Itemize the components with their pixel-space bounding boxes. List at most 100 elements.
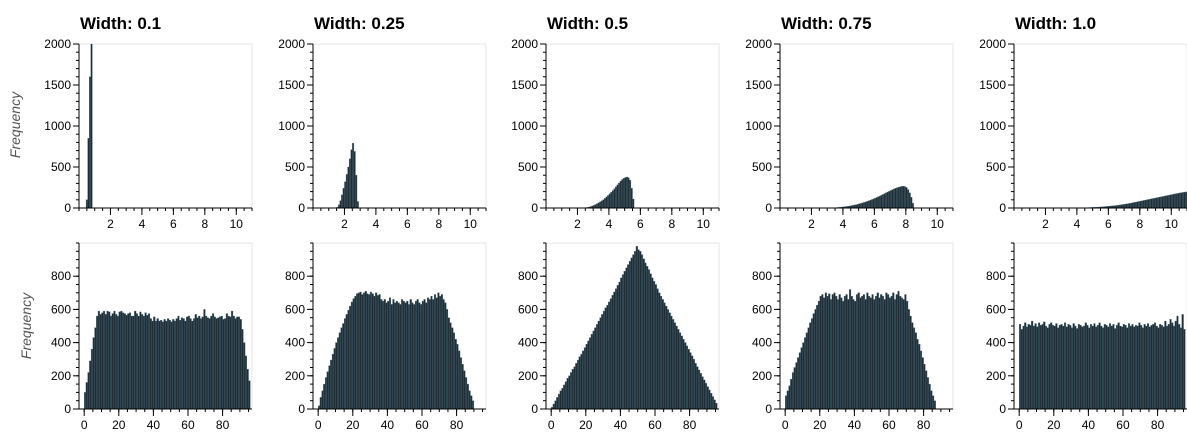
histogram-bar <box>1140 325 1142 409</box>
histogram-bar <box>438 293 440 409</box>
histogram-bar <box>657 289 659 409</box>
histogram-bar <box>236 317 238 409</box>
histogram-bar <box>460 358 462 409</box>
histogram-bar <box>873 199 875 208</box>
histogram-bar <box>560 391 562 409</box>
histogram-bar <box>664 303 666 409</box>
histogram-bar <box>579 357 581 409</box>
histogram-bar <box>1173 194 1175 208</box>
histogram-bar <box>322 391 324 409</box>
histogram-bar <box>84 392 86 409</box>
histogram-bar <box>330 360 332 409</box>
histogram-bar <box>1068 324 1070 409</box>
histogram-bar <box>884 299 886 409</box>
x-tick-label: 60 <box>415 418 429 432</box>
histogram-bar <box>844 296 846 409</box>
histogram-bar <box>401 299 403 409</box>
histogram-bar <box>609 194 611 208</box>
histogram-bar <box>577 360 579 409</box>
histogram-bar <box>796 363 798 409</box>
histogram-bar <box>95 328 97 409</box>
histogram-bar <box>816 305 818 409</box>
histogram-bar <box>1078 324 1080 409</box>
histogram-bar <box>846 294 848 409</box>
histogram-bar <box>1019 324 1021 409</box>
histogram-bar <box>352 143 354 208</box>
x-tick-label: 8 <box>1136 217 1143 231</box>
histogram-bar <box>380 299 382 409</box>
histogram-bar <box>1137 326 1139 409</box>
histogram-bar <box>1144 324 1146 409</box>
histogram-bar <box>610 299 612 409</box>
histogram-bar <box>1118 323 1120 409</box>
histogram-bar <box>131 316 133 409</box>
histogram-bar <box>863 202 865 208</box>
histogram-bar <box>899 296 901 409</box>
histogram-bar <box>233 316 235 409</box>
y-tick-label: 0 <box>298 402 305 416</box>
histogram-bar <box>603 311 605 409</box>
x-tick-label: 40 <box>848 418 862 432</box>
y-tick-label: 500 <box>986 160 1006 174</box>
histogram-bar <box>806 333 808 409</box>
histogram-bar <box>358 293 360 409</box>
histogram-bar <box>811 319 813 409</box>
histogram-bar <box>792 372 794 409</box>
histogram-bar <box>925 371 927 409</box>
y-tick-label: 500 <box>752 160 772 174</box>
histogram-bar <box>879 298 881 409</box>
panel-title-3: Width: 0.5 <box>547 14 628 33</box>
x-tick-label: 6 <box>871 217 878 231</box>
y-tick-label: 1000 <box>745 119 772 133</box>
histogram-bar <box>410 299 412 409</box>
histogram-bar <box>605 308 607 409</box>
histogram-bar <box>1043 322 1045 409</box>
histogram-bar <box>325 377 327 409</box>
x-tick-label: 10 <box>1165 217 1179 231</box>
y-tick-label: 800 <box>51 269 71 283</box>
histogram-bar <box>582 351 584 409</box>
histogram-bar <box>1106 325 1108 409</box>
histogram-bar <box>1171 195 1173 208</box>
x-tick-label: 6 <box>1105 217 1112 231</box>
histogram-bar <box>892 293 894 409</box>
histogram-bar <box>88 372 90 409</box>
histogram-bar <box>439 296 441 409</box>
histogram-bar <box>917 339 919 409</box>
histogram-bar <box>857 204 859 208</box>
histogram-bar <box>884 194 886 208</box>
histogram-bar <box>638 250 640 409</box>
histogram-bar <box>1090 324 1092 409</box>
histogram-bar <box>1076 328 1078 409</box>
x-tick-label: 40 <box>614 418 628 432</box>
histogram-bar <box>1167 196 1169 208</box>
histogram-bar <box>804 338 806 409</box>
histogram-bar <box>703 380 705 409</box>
histogram-bar <box>858 293 860 409</box>
histogram-bar <box>329 366 331 409</box>
histogram-bar <box>448 318 450 409</box>
histogram-bar <box>1159 324 1161 409</box>
histogram-bar <box>1116 325 1118 409</box>
plot-frame <box>313 44 486 208</box>
histogram-bar <box>86 200 88 208</box>
panel-title-5: Width: 1.0 <box>1015 14 1096 33</box>
histogram-bar <box>96 316 98 409</box>
histogram-bar <box>372 294 374 409</box>
x-tick-label: 2 <box>574 217 581 231</box>
histogram-bar <box>693 359 695 409</box>
histogram-bar <box>465 377 467 409</box>
histogram-bar <box>1158 328 1160 409</box>
histogram-bar <box>903 186 905 208</box>
histogram-bar <box>818 301 820 409</box>
histogram-bar <box>615 289 617 409</box>
histogram-bar <box>216 319 218 409</box>
histogram-bar <box>1054 326 1056 409</box>
histogram-bar <box>197 318 199 409</box>
histogram-bar <box>413 304 415 409</box>
histogram-bar <box>929 384 931 409</box>
histogram-bar <box>1111 326 1113 409</box>
